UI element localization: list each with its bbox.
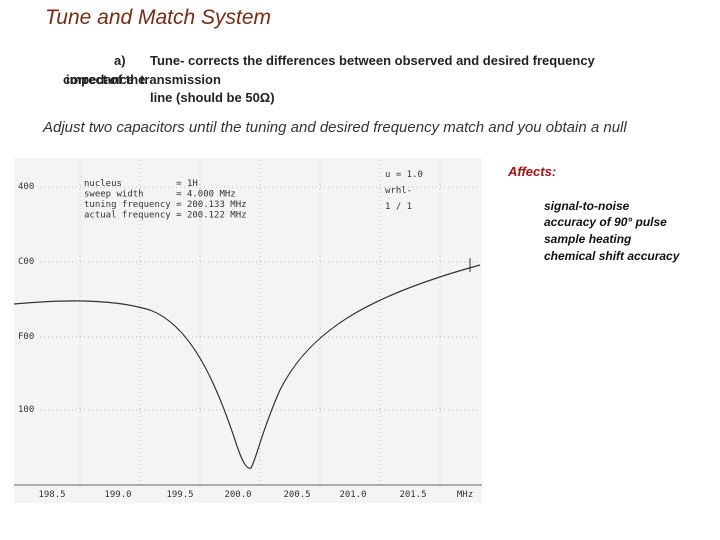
item-text: line (should be 50Ω)	[150, 90, 275, 105]
affects-heading: Affects:	[508, 164, 557, 179]
scope-status: u = 1.0	[385, 170, 423, 180]
item-marker: a)	[114, 53, 126, 68]
scope-info: actual frequency = 200.122 MHz	[84, 211, 247, 221]
scope-status: 1 / 1	[385, 202, 412, 212]
y-label: F00	[18, 332, 34, 342]
x-label: 201.0	[339, 490, 366, 500]
scope-info: sweep width = 4.000 MHz	[84, 190, 236, 200]
scope-info: tuning frequency = 200.133 MHz	[84, 200, 247, 210]
overlap-word: impedance	[66, 72, 134, 87]
instruction: Adjust two capacitors until the tuning a…	[43, 119, 627, 136]
scope-info: nucleus = 1H	[84, 179, 198, 189]
title: Tune and Match System	[45, 6, 272, 29]
x-label: 198.5	[38, 490, 65, 500]
item-text: Tune- corrects the differences between o…	[150, 53, 595, 68]
affects-item: chemical shift accuracy	[544, 249, 680, 263]
y-label: 100	[18, 405, 34, 415]
scope-status: wrhl-	[385, 186, 412, 196]
x-label: MHz	[457, 490, 473, 500]
x-label: 199.5	[166, 490, 193, 500]
affects-item: accuracy of 90° pulse	[544, 215, 667, 229]
overlap-word: of the	[110, 72, 146, 87]
x-label: 200.0	[224, 490, 251, 500]
affects-item: signal-to-noise	[544, 199, 630, 213]
scope-grid	[40, 160, 480, 485]
scope-screen	[14, 158, 482, 503]
x-label: 201.5	[399, 490, 426, 500]
affects-item: sample heating	[544, 232, 632, 246]
overlap-word: correct	[63, 72, 108, 87]
x-label: 199.0	[104, 490, 131, 500]
tuning-curve	[13, 264, 481, 469]
y-label: C00	[18, 257, 34, 267]
y-label: 400	[18, 182, 34, 192]
overlap-word: transmission	[140, 72, 221, 87]
x-label: 200.5	[283, 490, 310, 500]
